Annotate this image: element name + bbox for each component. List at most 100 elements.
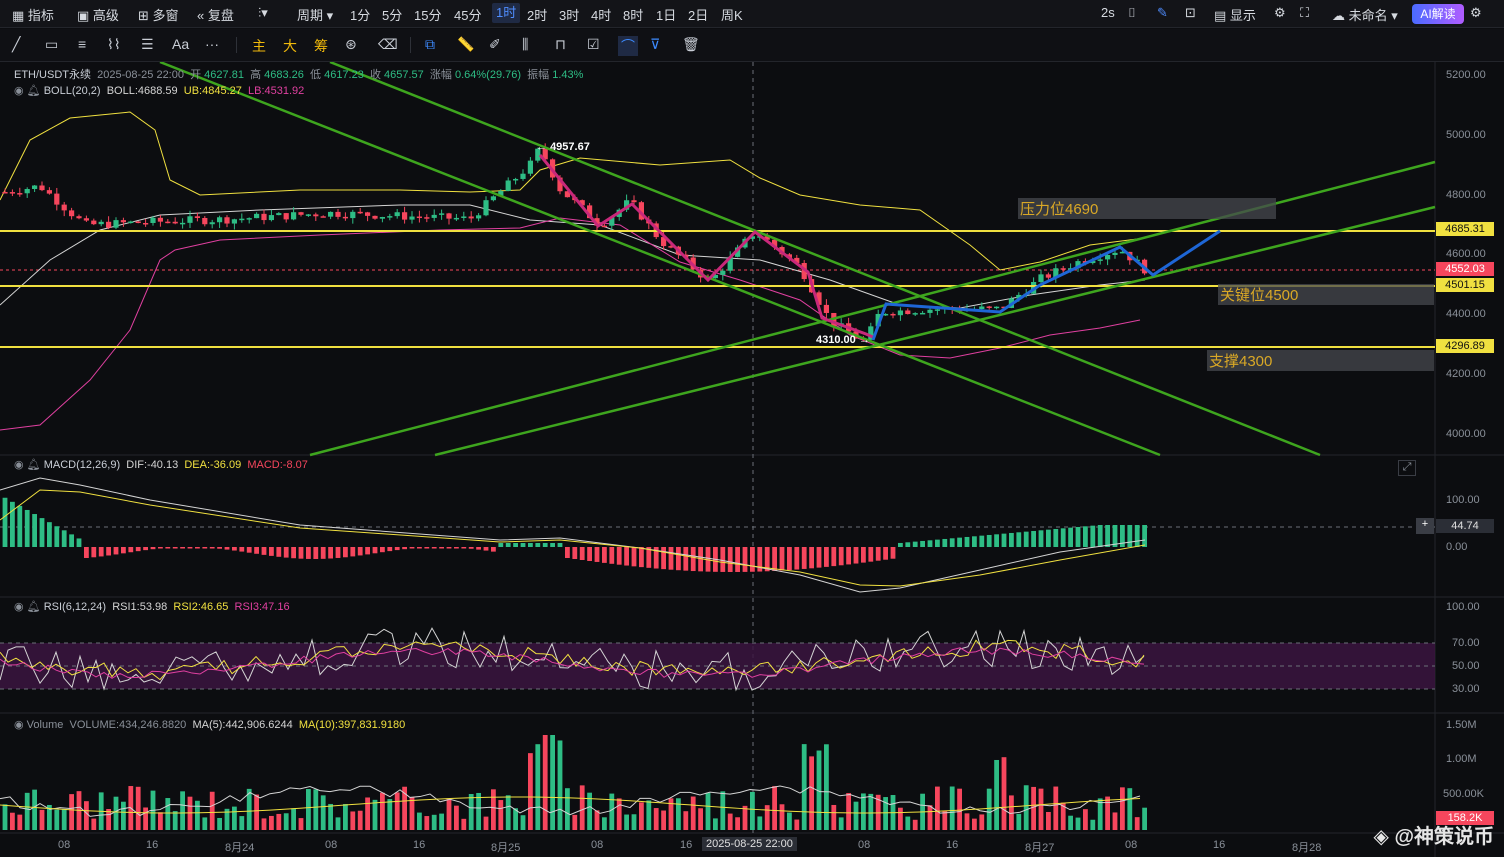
text-tool[interactable]: Aa: [172, 36, 190, 52]
main-chart-toggle[interactable]: 主: [252, 38, 266, 54]
lock-icon[interactable]: ⊓: [555, 36, 566, 52]
candle-body: [1016, 294, 1022, 299]
macd-histogram-bar: [69, 534, 74, 547]
volume-bar: [276, 813, 282, 830]
chart-type-button[interactable]: ⫶▾: [258, 5, 268, 20]
price-chart[interactable]: [0, 62, 1504, 857]
volume-bar: [565, 788, 570, 830]
eye-icon[interactable]: ◉: [14, 601, 24, 613]
wave-tool-icon[interactable]: ⌇⌇: [107, 36, 121, 52]
chips-toggle[interactable]: 筹: [314, 38, 328, 54]
interval-3h[interactable]: 3时: [559, 8, 580, 23]
bell-icon[interactable]: 🔔︎: [26, 459, 41, 471]
macd-histogram-bar: [261, 547, 267, 555]
volume-bar: [1112, 812, 1118, 830]
interval-1m[interactable]: 1分: [350, 8, 371, 23]
interval-8h[interactable]: 8时: [623, 8, 644, 23]
candle-body: [1097, 259, 1103, 261]
candle-body: [483, 200, 489, 216]
bell-icon[interactable]: 🔔︎: [26, 85, 41, 97]
multi-window-button[interactable]: ⊞ 多窗: [138, 8, 179, 23]
macd-histogram-bar: [150, 547, 156, 550]
macd-histogram-bar: [328, 547, 333, 559]
copy-icon[interactable]: ⧉: [425, 36, 435, 52]
macd-histogram-bar: [957, 537, 962, 547]
interval-2h[interactable]: 2时: [527, 8, 548, 23]
volume-bar: [461, 818, 467, 830]
macd-histogram-bar: [1112, 525, 1118, 547]
interval-15m[interactable]: 15分: [414, 8, 442, 23]
macd-histogram-bar: [61, 530, 67, 547]
macd-histogram-bar: [1016, 532, 1022, 547]
note-icon[interactable]: ☑: [587, 36, 600, 52]
candle-body: [254, 213, 260, 219]
pencil-icon[interactable]: ✎: [1157, 5, 1168, 20]
eye-icon[interactable]: ◉: [14, 719, 24, 731]
period-button[interactable]: 周期 ▾: [297, 8, 334, 23]
macd-histogram-bar: [927, 540, 933, 547]
display-button[interactable]: ▤ 显示: [1214, 8, 1256, 23]
volume-bar: [320, 795, 326, 830]
volume-bar: [639, 802, 644, 830]
trash-icon[interactable]: 🗑: [682, 36, 700, 52]
layout-name-label: 未命名: [1348, 8, 1388, 23]
candle-body: [994, 306, 1000, 309]
add-indicator-icon[interactable]: +: [1416, 518, 1434, 534]
filter-icon[interactable]: ⊽: [650, 36, 661, 52]
camera-icon[interactable]: ⌷: [1128, 5, 1136, 20]
interval-week[interactable]: 周K: [721, 8, 743, 23]
interval-2d[interactable]: 2日: [688, 8, 709, 23]
candle-icon[interactable]: ⫼: [522, 36, 529, 52]
eye-icon[interactable]: ◉: [14, 85, 24, 97]
maximize-pane-icon[interactable]: ⤢: [1398, 460, 1416, 476]
volume-bar: [801, 744, 807, 830]
magnet-snap-icon[interactable]: ⌒: [618, 36, 638, 56]
fib-tool-icon[interactable]: ☰: [141, 36, 154, 52]
interval-1d[interactable]: 1日: [656, 8, 677, 23]
cloud-layout-button[interactable]: ☁ 未命名 ▾: [1332, 8, 1398, 23]
ai-analysis-button[interactable]: AI解读: [1412, 4, 1464, 24]
fullscreen-icon[interactable]: ⛶: [1300, 5, 1310, 20]
big-order-toggle[interactable]: 大: [283, 38, 297, 54]
candle-body: [749, 236, 755, 239]
rsi-pane: [0, 627, 1435, 692]
rsi3: RSI3:47.16: [234, 601, 290, 613]
more-tools[interactable]: ···: [205, 36, 219, 52]
interval-5m[interactable]: 5分: [382, 8, 403, 23]
line-tool-icon[interactable]: ╱: [12, 36, 21, 52]
magnet-icon[interactable]: ⊛: [345, 36, 357, 52]
time-tick: 8月28: [1292, 842, 1322, 854]
volume-bar: [505, 795, 511, 830]
replay-button[interactable]: « 复盘: [197, 8, 234, 23]
brush-icon[interactable]: ✐: [489, 36, 501, 52]
layout-icon[interactable]: ⊡: [1185, 5, 1196, 20]
refresh-rate[interactable]: 2s: [1101, 5, 1115, 20]
candle-body: [587, 205, 593, 219]
support-zone-label: 支撑4300: [1207, 350, 1434, 371]
indicators-button[interactable]: ▦ 指标: [12, 8, 54, 23]
macd-histogram-bar: [883, 547, 888, 560]
macd-histogram-bar: [180, 547, 185, 549]
advanced-label: 高级: [92, 8, 119, 23]
parallel-tool-icon[interactable]: ≡: [78, 36, 87, 52]
candle-body: [823, 304, 829, 313]
candle-body: [224, 217, 230, 224]
ai-settings-icon[interactable]: ⚙: [1470, 5, 1482, 20]
advanced-button[interactable]: ▣ 高级: [77, 8, 119, 23]
rectangle-tool-icon[interactable]: ▭: [45, 36, 59, 52]
candle-body: [986, 306, 992, 308]
ruler-icon[interactable]: 📏: [457, 36, 475, 52]
settings-icon[interactable]: ⚙: [1274, 5, 1286, 20]
price-tick: 4600.00: [1446, 248, 1486, 260]
macd-histogram-bar: [846, 547, 851, 565]
macd-histogram-bar: [54, 526, 60, 547]
volume-bar: [17, 814, 23, 830]
interval-4h[interactable]: 4时: [591, 8, 612, 23]
eye-icon[interactable]: ◉: [14, 459, 24, 471]
time-tick: 8月27: [1025, 842, 1055, 854]
eraser-icon[interactable]: ⌫: [378, 36, 398, 52]
interval-45m[interactable]: 45分: [454, 8, 482, 23]
interval-1h[interactable]: 1时: [492, 3, 521, 23]
macd-histogram-bar: [113, 547, 119, 555]
bell-icon[interactable]: 🔔︎: [26, 601, 41, 613]
